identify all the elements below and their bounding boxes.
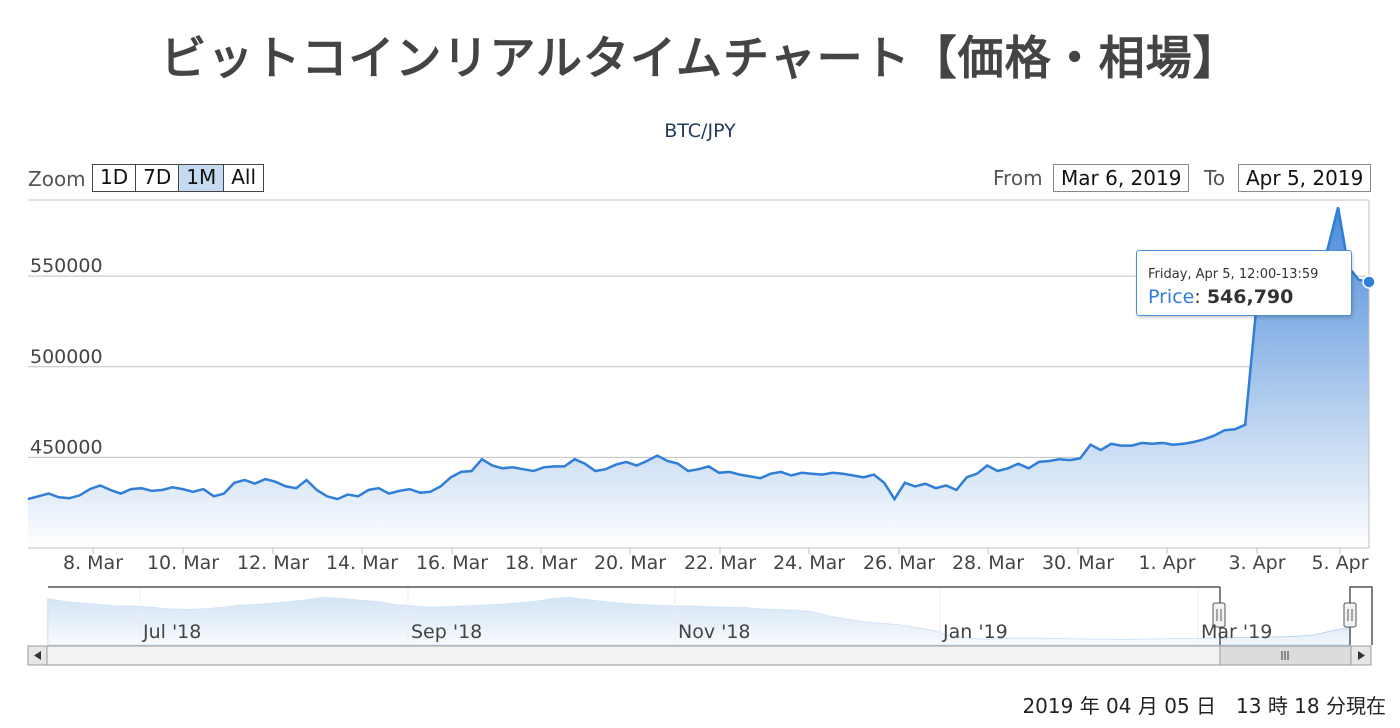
y-tick-label: 550000 [30,255,103,277]
chart-subtitle: BTC/JPY [664,120,736,142]
x-tick-label: 12. Mar [237,552,309,574]
from-label: From [993,166,1043,190]
price-area [28,207,1369,549]
x-tick-label: 30. Mar [1042,552,1114,574]
x-axis: 8. Mar 10. Mar 12. Mar 14. Mar 16. Mar 18. Ma… [63,548,1369,574]
zoom-button-group: 1D 7D 1M All [92,164,265,192]
current-price-marker [1362,275,1376,289]
x-tick-label: 3. Apr [1228,552,1285,574]
tooltip-price-value: 546,790 [1206,286,1294,308]
y-tick-label: 500000 [30,346,103,368]
x-tick-label: 16. Mar [416,552,488,574]
zoom-1d-button[interactable]: 1D [93,165,137,191]
x-tick-label: 5. Apr [1311,552,1368,574]
navigator-tick-label: Mar '19 [1201,621,1272,643]
scrollbar[interactable] [27,645,1372,666]
navigator-left-handle[interactable] [1212,602,1226,628]
navigator-tick-label: Jan '19 [942,621,1008,643]
zoom-all-button[interactable]: All [224,165,264,191]
price-tooltip: Friday, Apr 5, 12:00-13:59 Price: 546,79… [1136,250,1352,316]
tooltip-price: Price: 546,790 [1148,286,1294,308]
navigator-right-handle[interactable] [1343,602,1357,628]
zoom-1m-button[interactable]: 1M [179,165,225,191]
to-date-input[interactable]: Apr 5, 2019 [1238,164,1372,192]
x-tick-label: 20. Mar [594,552,666,574]
x-tick-label: 18. Mar [505,552,577,574]
navigator-tick-label: Sep '18 [411,621,482,643]
x-tick-label: 10. Mar [147,552,219,574]
navigator-grid [139,587,1199,645]
navigator-tick-label: Nov '18 [678,621,751,643]
tooltip-price-label: Price [1148,286,1195,308]
y-tick-label: 450000 [30,436,103,458]
zoom-7d-button[interactable]: 7D [136,165,180,191]
navigator-area [47,596,1351,646]
navigator-unselected-mask [48,587,1220,645]
zoom-label: Zoom [28,167,86,191]
x-tick-label: 8. Mar [63,552,123,574]
x-tick-label: 24. Mar [773,552,845,574]
timestamp: 2019 年 04 月 05 日 13 時 18 分現在 [1022,694,1386,718]
navigator[interactable]: Jul '18 Sep '18 Nov '18 Jan '19 Mar '19 [28,586,1373,646]
price-line [27,206,1370,502]
x-tick-label: 1. Apr [1138,552,1195,574]
to-label: To [1204,166,1226,190]
navigator-tick-label: Jul '18 [142,621,201,643]
x-tick-label: 22. Mar [684,552,756,574]
tooltip-date: Friday, Apr 5, 12:00-13:59 [1148,267,1319,282]
navigator-labels: Jul '18 Sep '18 Nov '18 Jan '19 Mar '19 [142,621,1272,643]
x-tick-label: 14. Mar [326,552,398,574]
arrow-left-icon [34,651,41,660]
x-tick-label: 28. Mar [952,552,1024,574]
x-tick-label: 26. Mar [863,552,935,574]
scrollbar-track[interactable] [27,645,1372,666]
page-title: ビットコインリアルタイムチャート【価格・相場】 [160,31,1240,85]
from-date-input[interactable]: Mar 6, 2019 [1053,164,1190,192]
arrow-right-icon [1358,651,1365,660]
